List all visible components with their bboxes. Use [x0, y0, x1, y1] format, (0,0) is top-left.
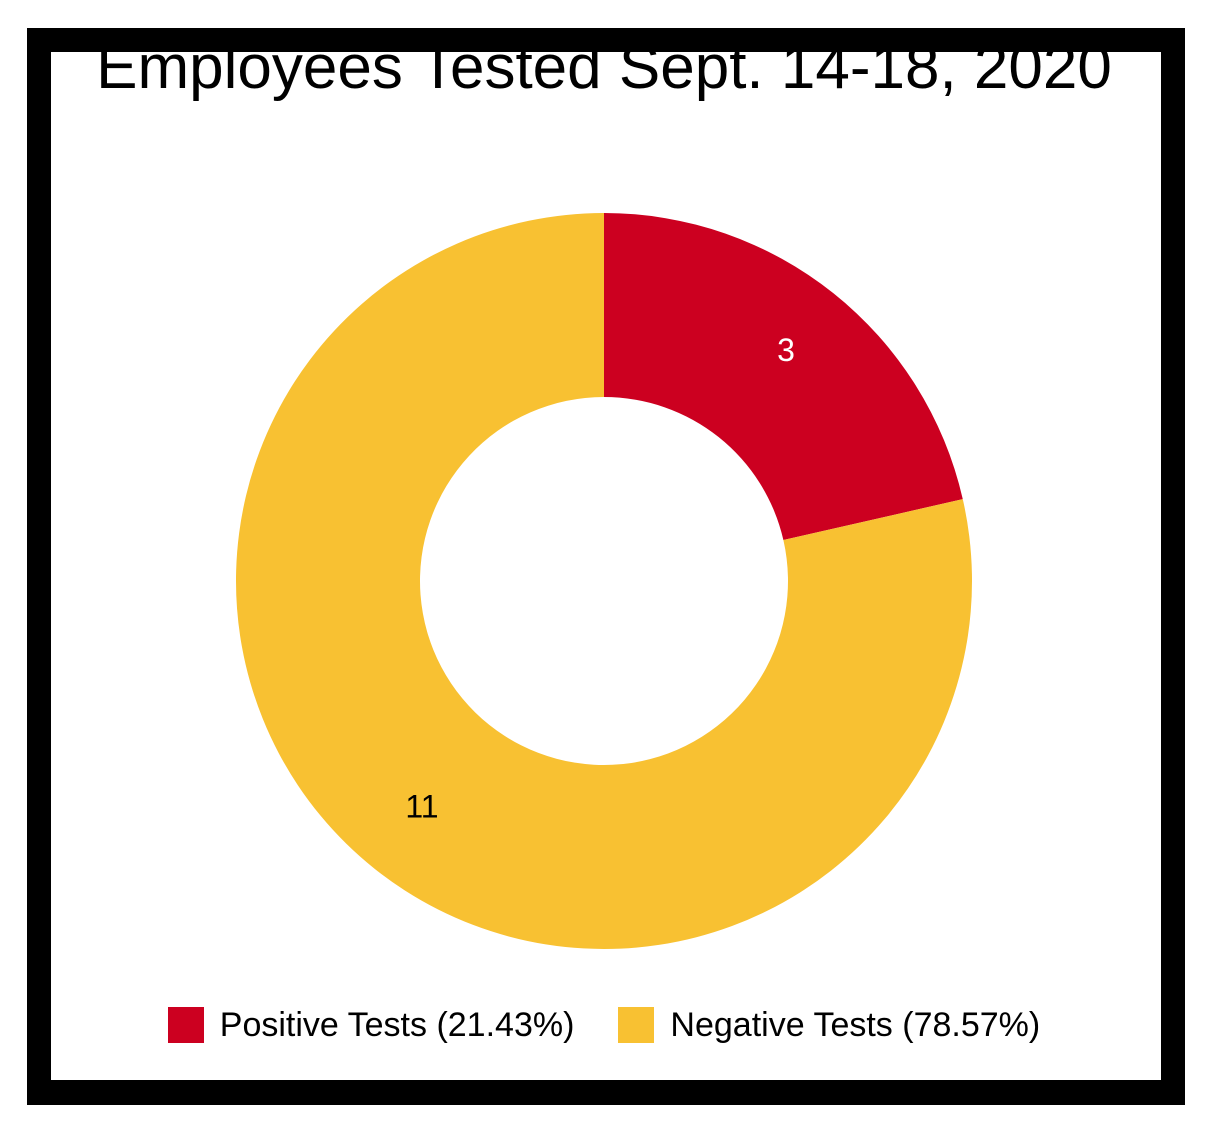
slice-label-positive: 3: [777, 332, 795, 368]
slice-label-negative: 11: [405, 789, 438, 825]
legend: Positive Tests (21.43%) Negative Tests (…: [0, 998, 1208, 1052]
legend-swatch-positive: [167, 1007, 204, 1043]
slice-positive: [604, 213, 963, 541]
legend-item-negative: Negative Tests (78.57%): [618, 1006, 1040, 1045]
chart-title: Employees Tested Sept. 14-18, 2020: [96, 33, 1112, 102]
legend-item-positive: Positive Tests (21.43%): [167, 1005, 575, 1045]
legend-label-negative: Negative Tests (78.57%): [670, 1005, 1041, 1044]
legend-label-positive: Positive Tests (21.43%): [219, 1005, 575, 1044]
legend-swatch-negative: [618, 1007, 655, 1043]
slice-negative: [236, 213, 973, 949]
